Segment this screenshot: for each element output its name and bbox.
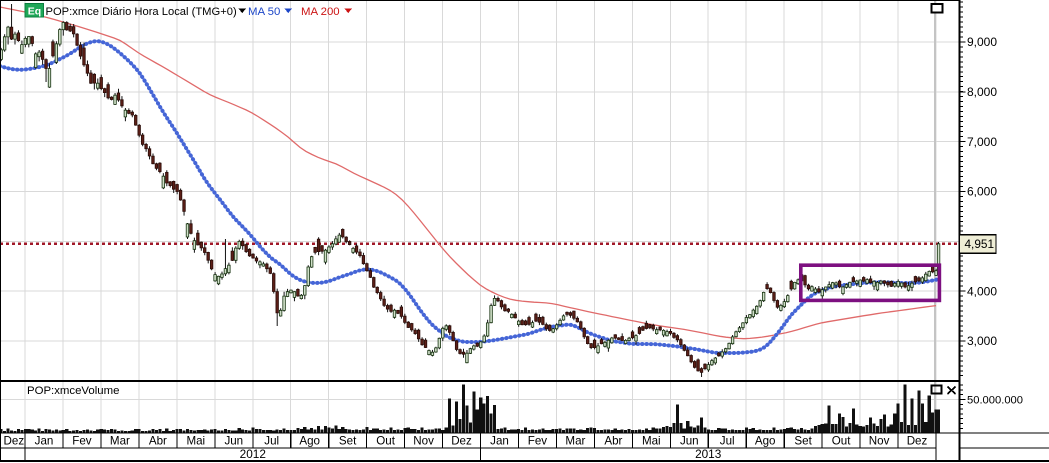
svg-text:Mar: Mar (565, 435, 585, 448)
svg-text:7,000: 7,000 (967, 135, 997, 149)
svg-text:Out: Out (832, 435, 851, 448)
svg-text:Dez: Dez (4, 435, 25, 448)
svg-text:Out: Out (376, 435, 395, 448)
svg-text:Mai: Mai (186, 435, 205, 448)
svg-text:2013: 2013 (695, 447, 722, 461)
svg-text:Jun: Jun (680, 435, 699, 448)
svg-text:3,000: 3,000 (967, 334, 997, 348)
svg-text:Fev: Fev (72, 435, 92, 448)
svg-text:Abr: Abr (149, 435, 167, 448)
svg-text:Abr: Abr (604, 435, 622, 448)
svg-text:POP:xmce Diário Hora Local (TM: POP:xmce Diário Hora Local (TMG+0) (46, 6, 237, 18)
svg-text:2012: 2012 (240, 447, 266, 461)
svg-text:MA 200: MA 200 (301, 6, 340, 18)
svg-text:Fev: Fev (528, 435, 548, 448)
svg-text:9,000: 9,000 (967, 35, 997, 49)
svg-text:Eq: Eq (28, 5, 41, 17)
svg-text:MA 50: MA 50 (248, 6, 280, 18)
svg-text:4,951: 4,951 (965, 237, 995, 251)
svg-text:Nov: Nov (869, 435, 890, 448)
svg-text:Ago: Ago (755, 435, 776, 448)
svg-text:Dez: Dez (907, 435, 928, 448)
svg-text:Jan: Jan (490, 435, 509, 448)
svg-text:Jun: Jun (224, 435, 243, 448)
svg-text:Jul: Jul (264, 435, 279, 448)
svg-text:Dez: Dez (451, 435, 472, 448)
svg-text:Mai: Mai (642, 435, 661, 448)
svg-text:6,000: 6,000 (967, 185, 997, 199)
svg-text:Jan: Jan (35, 435, 54, 448)
svg-text:Mar: Mar (110, 435, 130, 448)
svg-text:Set: Set (339, 435, 357, 448)
svg-text:4,000: 4,000 (967, 284, 997, 298)
svg-text:Set: Set (794, 435, 812, 448)
svg-text:Nov: Nov (413, 435, 434, 448)
svg-text:Ago: Ago (299, 435, 320, 448)
svg-text:8,000: 8,000 (967, 85, 997, 99)
svg-text:Jul: Jul (720, 435, 735, 448)
svg-text:50.000.000: 50.000.000 (967, 394, 1023, 406)
svg-text:POP:xmceVolume: POP:xmceVolume (27, 385, 119, 397)
